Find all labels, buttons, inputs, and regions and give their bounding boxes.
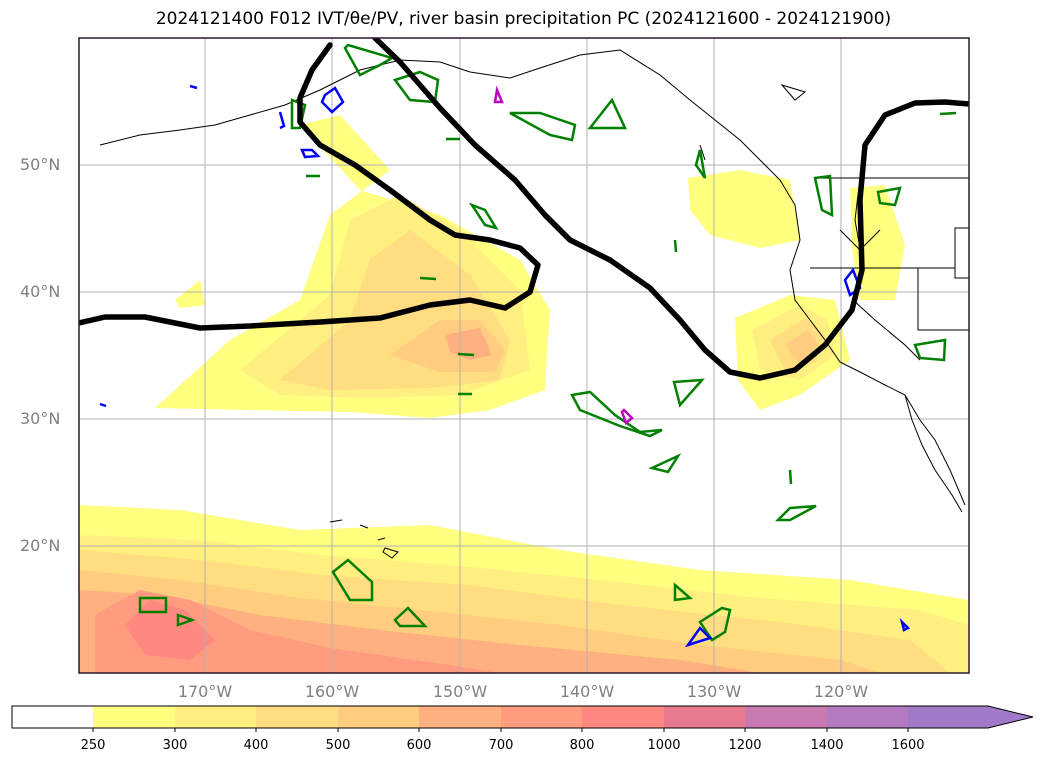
ivt-shading-north [155,115,550,418]
colorbar-label-300: 300 [162,738,188,753]
lat-label-40n: 40°N [20,282,61,301]
colorbar-label-1200: 1200 [728,738,762,753]
ivt-shading-south [79,505,969,673]
colorbar-label-800: 800 [569,738,595,753]
lat-label-50n: 50°N [20,155,61,174]
lon-label-130w: 130°W [686,682,742,701]
colorbar-label-250: 250 [80,738,106,753]
colorbar [11,705,1034,732]
lon-label-150w: 150°W [432,682,488,701]
colorbar-label-1600: 1600 [891,738,925,753]
lon-label-170w: 170°W [177,682,233,701]
coastline [99,49,969,559]
lat-label-30n: 30°N [20,409,61,428]
colorbar-label-400: 400 [243,738,269,753]
lat-label-20n: 20°N [20,536,61,555]
colorbar-label-500: 500 [325,738,351,753]
lon-label-140w: 140°W [559,682,615,701]
colorbar-label-600: 600 [406,738,432,753]
theta-e-contour [79,38,969,381]
map-frame [78,37,970,674]
map-title: 2024121400 F012 IVT/θe/PV, river basin p… [155,9,892,29]
ivt-shading-westcoast [688,170,905,410]
lon-label-120w: 120°W [813,682,869,701]
colorbar-label-700: 700 [488,738,514,753]
lon-label-160w: 160°W [304,682,360,701]
colorbar-label-1400: 1400 [810,738,844,753]
pv-contours-magenta [493,85,634,426]
colorbar-label-1000: 1000 [647,738,681,753]
